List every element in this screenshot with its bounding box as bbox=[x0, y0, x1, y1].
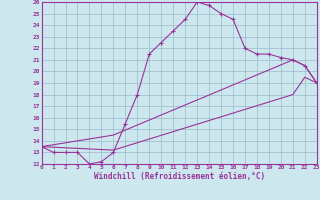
X-axis label: Windchill (Refroidissement éolien,°C): Windchill (Refroidissement éolien,°C) bbox=[94, 172, 265, 181]
